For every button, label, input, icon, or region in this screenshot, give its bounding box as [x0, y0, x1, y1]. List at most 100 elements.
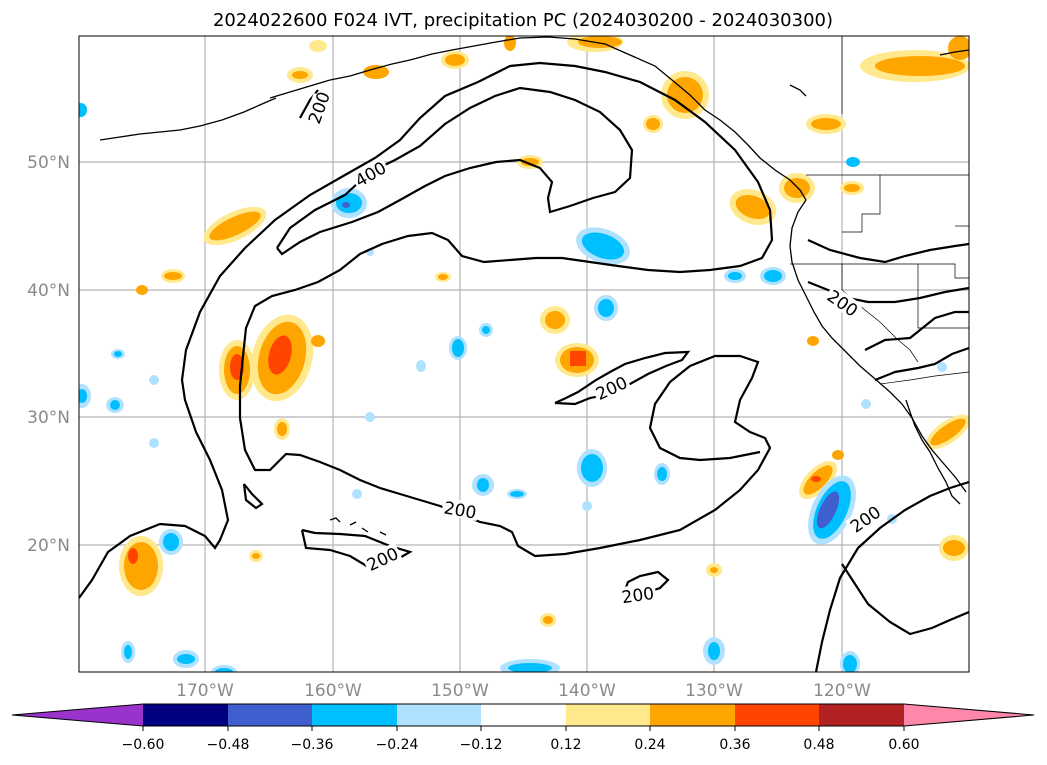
positive-patch — [930, 418, 966, 446]
positive-patch — [710, 567, 718, 573]
positive-patch — [545, 311, 565, 329]
map-panel: 400 200 200 200 200 200 200 200 — [78, 35, 970, 673]
positive-patch — [570, 351, 586, 366]
negative-patch — [416, 360, 426, 372]
positive-patch — [252, 553, 260, 559]
negative-anomaly-patches — [79, 103, 947, 672]
negative-patch — [352, 489, 362, 499]
negative-patch — [861, 399, 871, 409]
negative-patch — [816, 491, 840, 529]
lat-label-20n: 20°N — [27, 536, 70, 556]
state-border-oregon — [790, 263, 969, 279]
positive-patch — [948, 36, 969, 60]
negative-patch — [582, 501, 592, 511]
lon-label-160w: 160°W — [304, 681, 362, 701]
negative-patch — [843, 655, 857, 672]
negative-patch — [336, 193, 362, 213]
lon-label-120w: 120°W — [813, 681, 871, 701]
positive-patch — [735, 194, 771, 220]
border-us-mexico — [879, 371, 969, 385]
positive-patch — [268, 335, 292, 375]
positive-patch — [832, 450, 844, 460]
positive-patch — [438, 274, 448, 280]
ivt-contour-400 — [276, 86, 634, 256]
positive-patch — [277, 422, 287, 436]
colorbar-tick-label: −0.12 — [460, 737, 503, 753]
ivt-contour-200-outer — [79, 61, 774, 599]
map-frame — [78, 35, 970, 673]
colorbar-tick-label: −0.60 — [122, 737, 165, 753]
positive-patch — [445, 54, 465, 66]
negative-patch — [598, 299, 614, 317]
lon-label-170w: 170°W — [176, 681, 234, 701]
positive-patch — [943, 540, 965, 556]
negative-patch — [149, 375, 159, 385]
negative-patch — [937, 362, 947, 372]
negative-patch — [110, 400, 120, 410]
positive-patch — [504, 36, 516, 51]
positive-patch — [292, 71, 308, 79]
colorbar-segment — [397, 704, 481, 726]
positive-patch — [784, 178, 810, 198]
negative-patch — [657, 467, 667, 481]
aleutian-islands — [99, 97, 277, 141]
negative-patch — [477, 478, 489, 492]
colorbar-segment — [735, 704, 819, 726]
political-borders — [790, 36, 969, 385]
positive-patch — [136, 285, 148, 295]
lon-label-150w: 150°W — [431, 681, 489, 701]
colorbar-extend-high — [904, 704, 1034, 726]
colorbar-tick-label: 0.48 — [803, 737, 834, 753]
positive-patch — [811, 476, 821, 482]
state-border-nevada-utah — [917, 264, 969, 329]
negative-patch — [163, 533, 179, 551]
lat-label-50n: 50°N — [27, 153, 70, 173]
negative-patch — [581, 232, 625, 260]
negative-patch — [79, 389, 87, 403]
negative-patch — [728, 272, 742, 280]
colorbar: −0.60 −0.48 −0.36 −0.24 −0.12 0.12 0.24 … — [11, 703, 1035, 753]
positive-patch — [521, 158, 539, 166]
positive-patch — [807, 336, 819, 346]
state-borders-northwest — [842, 175, 881, 233]
negative-patch — [342, 202, 350, 208]
negative-patch — [149, 438, 159, 448]
colorbar-tick-label: −0.36 — [291, 737, 334, 753]
negative-patch — [114, 351, 122, 357]
colorbar-segment — [819, 704, 904, 726]
lon-label-130w: 130°W — [685, 681, 743, 701]
lon-label-140w: 140°W — [558, 681, 616, 701]
positive-patch — [124, 542, 158, 590]
positive-patch — [363, 65, 389, 79]
positive-anomaly-patches — [119, 36, 969, 627]
colorbar-segment — [228, 704, 312, 726]
lat-label-30n: 30°N — [27, 408, 70, 428]
positive-patch — [311, 335, 325, 347]
positive-patch — [875, 56, 965, 76]
colorbar-tick-label: −0.48 — [207, 737, 250, 753]
colorbar-tick-label: 0.36 — [719, 737, 750, 753]
ivt-contours — [79, 61, 969, 672]
negative-patch — [215, 668, 233, 672]
positive-patch — [667, 77, 703, 113]
us-west-coastline — [789, 199, 967, 493]
colorbar-segment — [143, 704, 228, 726]
negative-patch — [764, 270, 782, 282]
negative-patch — [365, 412, 375, 422]
ivt-contour-200-lower-east — [841, 563, 969, 636]
baja-california-coastline — [905, 399, 961, 505]
positive-patch — [578, 36, 622, 48]
contour-label-200: 200 — [621, 584, 656, 608]
latitude-labels: 50°N 40°N 30°N 20°N — [27, 153, 70, 556]
colorbar-segment — [566, 704, 650, 726]
hudson-coast — [939, 49, 969, 56]
state-border-california-nevada — [841, 264, 919, 363]
negative-patch — [482, 326, 490, 334]
positive-patch — [543, 616, 553, 624]
negative-patch — [708, 642, 720, 660]
longitude-labels: 170°W 160°W 150°W 140°W 130°W 120°W — [176, 681, 871, 701]
colorbar-tick-label: −0.24 — [376, 737, 419, 753]
positive-patch — [811, 118, 841, 130]
colorbar-tick-label: 0.60 — [888, 737, 919, 753]
